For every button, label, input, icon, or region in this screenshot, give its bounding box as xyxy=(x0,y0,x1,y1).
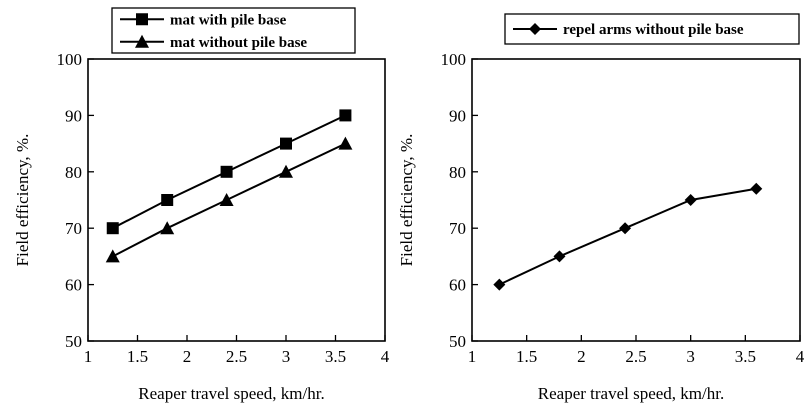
x-tick-label: 3.5 xyxy=(735,347,756,366)
y-tick-label: 100 xyxy=(441,50,467,69)
series-line xyxy=(498,187,757,286)
series-diamond xyxy=(493,182,763,291)
x-tick-label: 1.5 xyxy=(127,347,148,366)
data-point xyxy=(339,109,352,122)
x-tick-label: 2.5 xyxy=(226,347,247,366)
x-tick-label: 2 xyxy=(183,347,192,366)
series-triangle xyxy=(105,136,353,263)
data-point xyxy=(493,278,506,291)
y-tick-label: 50 xyxy=(65,332,82,351)
data-point xyxy=(279,164,293,178)
legend-label: mat with pile base xyxy=(170,12,287,28)
legend-box xyxy=(111,7,356,54)
plot-area xyxy=(471,58,801,342)
x-tick-label: 2 xyxy=(577,347,586,366)
data-point xyxy=(106,222,119,235)
legend-marker xyxy=(136,13,148,26)
x-tick-label: 3 xyxy=(686,347,695,366)
x-tick-label: 1 xyxy=(468,347,477,366)
chart-right: 50 60 70 80 90 100 1 1.5 2 2.5 3 3.5 4 Reaper travel … xyxy=(397,13,805,403)
x-axis-title: Reaper travel speed, km/hr. xyxy=(138,384,324,403)
plot-area xyxy=(87,58,386,342)
legend: mat with pile base mat without pile base xyxy=(111,7,356,54)
y-tick-label: 100 xyxy=(57,50,83,69)
y-tick-label: 70 xyxy=(65,219,82,238)
x-axis-title: Reaper travel speed, km/hr. xyxy=(538,384,724,403)
data-point xyxy=(338,136,353,150)
x-tick-label: 4 xyxy=(796,347,805,366)
y-tick-label: 60 xyxy=(449,276,466,295)
data-point xyxy=(220,165,233,178)
data-point xyxy=(160,221,175,235)
y-tick-label: 70 xyxy=(449,219,466,238)
y-tick-label: 80 xyxy=(65,163,82,182)
data-point xyxy=(161,194,174,206)
y-tick-label: 80 xyxy=(449,163,466,182)
legend-box xyxy=(504,13,800,45)
series-square xyxy=(106,109,352,235)
data-point xyxy=(219,193,234,206)
y-axis-title: Field efficiency, %. xyxy=(397,134,416,267)
data-point xyxy=(553,250,566,263)
data-point xyxy=(619,222,632,235)
y-axis-title: Field efficiency, %. xyxy=(13,134,32,267)
x-tick-label: 3.5 xyxy=(325,347,346,366)
legend-label: repel arms without pile base xyxy=(563,22,744,38)
y-tick-label: 60 xyxy=(65,276,82,295)
legend: repel arms without pile base xyxy=(504,13,800,45)
y-tick-label: 50 xyxy=(449,332,466,351)
data-point xyxy=(280,137,292,150)
legend-label: mat without pile base xyxy=(170,35,307,51)
x-tick-label: 3 xyxy=(282,347,291,366)
data-point xyxy=(750,182,763,195)
x-tick-label: 2.5 xyxy=(625,347,646,366)
x-tick-label: 1.5 xyxy=(516,347,537,366)
chart-left: 50 60 70 80 90 100 1 1.5 2 2.5 3 3.5 4 Reaper travel … xyxy=(13,7,390,403)
y-tick-label: 90 xyxy=(449,106,466,125)
data-point xyxy=(684,194,697,206)
x-tick-label: 1 xyxy=(84,347,93,366)
legend-marker xyxy=(135,34,149,48)
data-point xyxy=(105,249,120,263)
legend-marker xyxy=(529,23,541,35)
x-tick-label: 4 xyxy=(381,347,390,366)
y-tick-label: 90 xyxy=(65,106,82,125)
